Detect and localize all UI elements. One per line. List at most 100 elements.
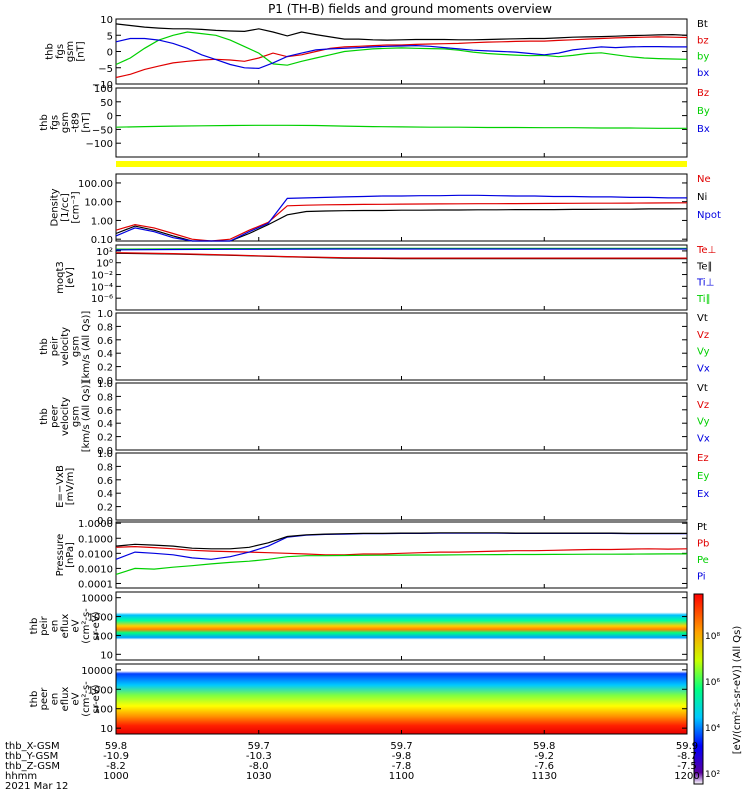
- time-tick-z: -8.2: [106, 761, 126, 772]
- legend-Vt: Vt: [697, 383, 708, 394]
- time-tick-y: -9.2: [534, 751, 554, 762]
- heatmap-colorbar: 10² 10⁴ 10⁶ 10⁸ [eV/(cm²-s-sr-eV)] (All …: [693, 593, 743, 785]
- colorbar-tick-4: 10⁸: [705, 632, 720, 642]
- y-tick-label: 0.2: [97, 433, 113, 444]
- y-tick-label: 100: [94, 84, 113, 95]
- y-tick-label: 10⁻⁶: [91, 294, 113, 305]
- y-axis-label: eflux: [60, 687, 71, 712]
- y-tick-label: 10⁰: [96, 259, 113, 270]
- y-tick-label: 0.0: [97, 516, 113, 527]
- panel-peir_eflux: 10 100 1000 10000 thb peir en eflux eV (cm²-s-sr-…: [29, 591, 688, 661]
- y-axis-label: E=−VxB: [55, 465, 66, 508]
- series-pressure-Pb: [115, 545, 688, 556]
- legend-by: by: [697, 52, 709, 63]
- y-tick-label: 100.00: [78, 179, 113, 190]
- time-tick-z: -7.6: [534, 761, 554, 772]
- y-tick-label: 10000: [81, 666, 113, 677]
- y-axis-label: thb: [39, 114, 50, 131]
- colorbar-fill: [693, 593, 704, 785]
- y-tick-label: 0.8: [97, 462, 113, 473]
- panel-peer_velocity: 0.0 0.2 0.4 0.6 0.8 1.0 thb peer velocity gsm [km/…: [39, 379, 710, 457]
- y-axis-label: [eV]: [65, 267, 76, 288]
- panel-e_vxb: 0.0 0.2 0.4 0.6 0.8 1.0 E=−VxB [mV/m] Ez Ey Ex: [55, 449, 710, 527]
- y-tick-label: 10⁻²: [91, 271, 113, 282]
- panel-fgs_gsm: −100 −50 0 50 100 thb fgs gsm -t89 [nT] Bz By Bx: [39, 84, 710, 158]
- legend-Ni: Ni: [697, 192, 707, 203]
- y-axis-label: eV: [70, 619, 81, 632]
- legend-Ex: Ex: [697, 489, 709, 500]
- y-tick-label: 0: [107, 112, 113, 123]
- y-axis-label: [nT]: [81, 112, 92, 132]
- legend-Ez: Ez: [697, 453, 709, 464]
- legend-Vz: Vz: [697, 330, 709, 341]
- y-axis-label: velocity: [60, 397, 71, 436]
- y-axis-label: eflux: [60, 614, 71, 639]
- time-row-label-x: thb_X-GSM: [5, 741, 60, 752]
- legend-Te⊥: Te⊥: [696, 245, 716, 256]
- y-tick-label: 0.4: [97, 349, 113, 360]
- y-axis-label: eV: [70, 692, 81, 705]
- y-axis-label: peer: [50, 404, 61, 428]
- legend-bz: bz: [697, 35, 709, 46]
- y-axis-label: [1/cc]: [60, 193, 71, 222]
- y-axis-label: peir: [39, 615, 50, 635]
- y-tick-label: −50: [92, 125, 113, 136]
- time-tick-hhmm: 1000: [103, 771, 128, 782]
- date-label: 2021 Mar 12: [5, 781, 68, 792]
- y-axis-label: sr-eV): [91, 684, 102, 713]
- colorbar-title: [eV/(cm²-s-sr-eV)] (All Qs): [732, 626, 743, 755]
- time-tick-x: 59.8: [105, 741, 127, 752]
- legend-Vy: Vy: [697, 417, 710, 428]
- legend-Ne: Ne: [697, 174, 711, 185]
- time-tick-z: -7.5: [677, 761, 697, 772]
- heatmap-spectrogram: [116, 592, 687, 660]
- y-tick-label: 1.0: [97, 379, 113, 390]
- panel-density: 0.10 1.00 10.00 100.00 Density [1/cc] [cm⁻³] Ne…: [50, 173, 721, 246]
- y-tick-label: −10: [92, 80, 113, 91]
- y-tick-label: 0.0001: [78, 579, 113, 590]
- y-axis-label: -t89: [70, 112, 81, 132]
- legend-Vx: Vx: [697, 363, 710, 374]
- time-tick-x: 59.8: [533, 741, 555, 752]
- legend-Ey: Ey: [697, 471, 709, 482]
- y-tick-label: 0.0: [97, 376, 113, 387]
- y-tick-label: 100: [94, 705, 113, 716]
- y-tick-label: 1000: [88, 613, 113, 624]
- time-tick-x: 59.7: [390, 741, 412, 752]
- y-tick-label: 100: [94, 631, 113, 642]
- legend-Ti⊥: Ti⊥: [696, 278, 714, 289]
- y-axis-label: [mV/m]: [65, 468, 76, 506]
- y-tick-label: 0.2: [97, 503, 113, 514]
- colorbar-tick-3: 10⁶: [705, 678, 720, 688]
- y-tick-label: 0.6: [97, 406, 113, 417]
- panel-frame: [115, 87, 688, 158]
- y-tick-label: 0.6: [97, 476, 113, 487]
- legend-bx: bx: [697, 68, 709, 79]
- series-pressure-Pe: [115, 553, 687, 575]
- y-axis-label: thb: [39, 408, 50, 425]
- series-fgs-bx: [115, 37, 687, 70]
- y-tick-label: 10: [100, 15, 113, 26]
- time-tick-x: 59.7: [248, 741, 270, 752]
- time-tick-x: 59.9: [676, 741, 698, 752]
- y-axis-label: sr-eV): [91, 611, 102, 640]
- series-density-Npot: [115, 194, 687, 242]
- time-row-label-hhmm: hhmm: [5, 771, 37, 782]
- series-pressure-Pt: [115, 532, 687, 550]
- y-tick-label: 0.0100: [78, 549, 113, 560]
- y-tick-label: 0.0: [97, 446, 113, 457]
- series-moqt3-Ti∥: [115, 247, 687, 250]
- series-density-Ne: [115, 202, 688, 242]
- panel-frame: [115, 173, 688, 242]
- legend-Pb: Pb: [697, 539, 709, 550]
- heatmap-spectrogram: [116, 664, 687, 734]
- y-axis-label: peir: [50, 336, 61, 356]
- time-row-label-z: thb_Z-GSM: [5, 761, 60, 772]
- legend-Bx: Bx: [697, 124, 710, 135]
- y-axis-label: thb: [29, 691, 40, 708]
- y-axis-label: gsm: [70, 406, 81, 427]
- y-axis-label: thb: [39, 338, 50, 355]
- y-tick-label: 0.6: [97, 336, 113, 347]
